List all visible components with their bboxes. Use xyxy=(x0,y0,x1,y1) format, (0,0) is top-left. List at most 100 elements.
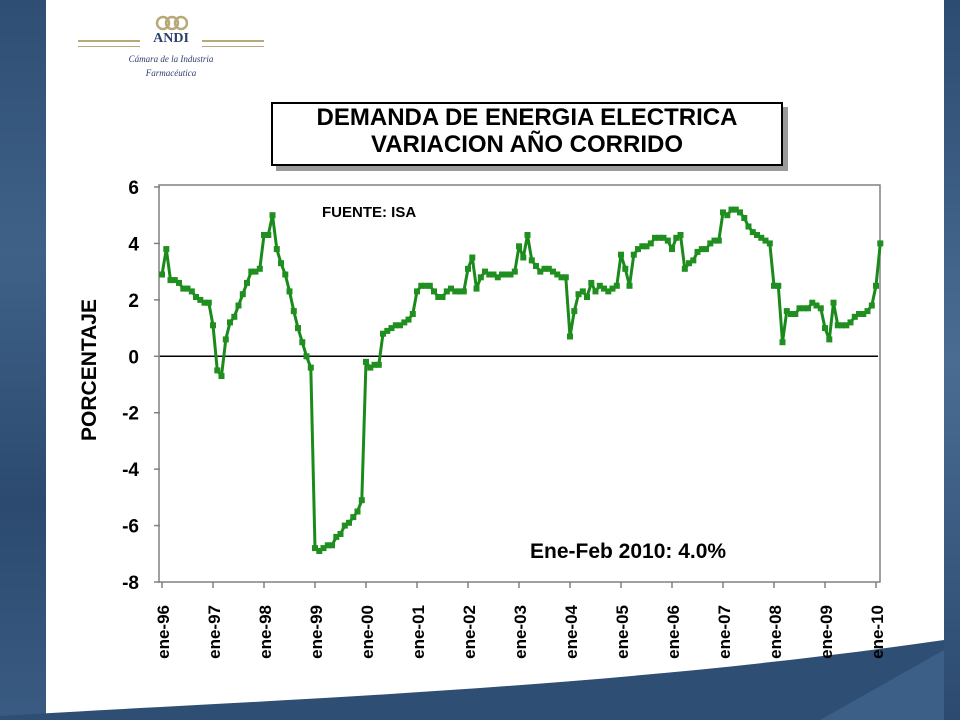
data-point-marker xyxy=(401,319,408,326)
y-tick-label: -8 xyxy=(122,573,139,594)
data-point-marker xyxy=(299,339,306,346)
data-point-marker xyxy=(452,288,459,295)
data-point-marker xyxy=(813,302,820,309)
data-point-marker xyxy=(227,319,233,326)
data-point-marker xyxy=(439,294,446,300)
data-point-marker xyxy=(278,260,284,267)
data-point-marker xyxy=(346,519,352,526)
data-point-marker xyxy=(537,268,544,275)
logo-right-rule xyxy=(202,40,264,47)
logo-subtitle-line-1: Cámara de la Industria xyxy=(128,54,214,64)
data-point-marker xyxy=(792,311,799,317)
source-annotation: FUENTE: ISA xyxy=(322,204,416,221)
data-point-marker xyxy=(626,282,633,289)
data-point-marker xyxy=(783,308,790,315)
data-point-marker xyxy=(418,282,425,289)
data-point-marker xyxy=(409,311,416,317)
data-point-marker xyxy=(703,246,709,253)
x-tick-label: ene-01 xyxy=(409,605,428,659)
data-point-marker xyxy=(312,545,318,552)
data-point-marker xyxy=(779,339,786,346)
data-point-marker xyxy=(490,271,497,278)
data-point-marker xyxy=(686,260,692,267)
data-point-marker xyxy=(269,212,276,219)
data-point-marker xyxy=(397,322,403,329)
data-point-marker xyxy=(222,336,229,343)
x-tick-label: ene-97 xyxy=(205,605,224,659)
data-point-marker xyxy=(877,240,884,247)
data-point-marker xyxy=(588,279,595,286)
data-point-marker xyxy=(456,288,463,295)
data-point-marker xyxy=(592,288,599,295)
latest-value-annotation: Ene-Feb 2010: 4.0% xyxy=(530,540,726,563)
data-point-marker xyxy=(856,311,862,317)
data-point-marker xyxy=(847,319,854,326)
data-point-marker xyxy=(605,288,612,295)
data-point-marker xyxy=(775,282,782,289)
data-point-marker xyxy=(350,514,357,521)
data-point-marker xyxy=(307,364,314,371)
data-point-marker xyxy=(622,265,629,272)
data-point-marker xyxy=(817,305,824,312)
data-point-marker xyxy=(550,268,556,275)
data-point-marker xyxy=(545,265,552,272)
data-point-marker xyxy=(711,237,718,244)
data-point-marker xyxy=(839,322,845,329)
data-point-marker xyxy=(494,274,501,281)
data-point-marker xyxy=(477,274,484,281)
y-tick-label: -2 xyxy=(122,404,139,425)
data-point-marker xyxy=(405,316,412,323)
data-point-marker xyxy=(677,232,684,238)
data-point-marker xyxy=(511,268,518,275)
data-point-marker xyxy=(324,542,331,549)
data-point-marker xyxy=(643,243,650,250)
data-point-marker xyxy=(460,288,467,295)
data-point-marker xyxy=(851,313,858,320)
data-point-marker xyxy=(188,288,195,295)
data-point-marker xyxy=(499,271,505,278)
data-point-marker xyxy=(541,265,548,272)
data-point-marker xyxy=(609,285,616,292)
y-axis: 6 4 2 0 -2 -4 -6 -8 xyxy=(122,178,160,594)
y-tick-label: 6 xyxy=(128,178,139,199)
data-point-marker xyxy=(197,296,204,303)
data-point-marker xyxy=(660,234,667,241)
data-point-marker xyxy=(469,254,476,261)
data-point-marker xyxy=(265,232,272,238)
data-point-marker xyxy=(749,229,756,236)
data-point-marker xyxy=(694,248,701,255)
data-point-marker xyxy=(303,353,310,360)
data-point-marker xyxy=(388,325,395,332)
data-point-marker xyxy=(698,246,705,253)
data-point-marker xyxy=(822,325,828,332)
x-tick-label: ene-02 xyxy=(460,605,479,659)
data-point-marker xyxy=(167,277,174,284)
data-point-marker xyxy=(248,268,255,275)
data-point-marker xyxy=(830,299,837,306)
data-point-marker xyxy=(443,288,450,295)
data-point-marker xyxy=(715,237,722,244)
data-point-marker xyxy=(290,308,297,315)
data-point-marker xyxy=(159,271,165,278)
data-point-marker xyxy=(741,215,748,221)
data-point-marker xyxy=(371,361,378,368)
y-tick-label: 4 xyxy=(128,234,139,255)
data-point-marker xyxy=(341,522,348,529)
x-tick-label: ene-96 xyxy=(154,605,173,659)
data-point-marker xyxy=(596,282,603,289)
data-point-marker xyxy=(435,294,442,300)
data-point-marker xyxy=(367,364,374,371)
data-point-marker xyxy=(524,232,531,238)
data-point-marker xyxy=(800,305,807,312)
data-point-marker xyxy=(422,282,429,289)
data-point-marker xyxy=(486,271,493,278)
logo-subtitle: Cámara de la Industria Farmacéutica xyxy=(78,52,264,80)
data-point-marker xyxy=(562,274,569,281)
data-point-marker xyxy=(231,313,238,320)
data-point-marker xyxy=(707,240,714,247)
data-point-marker xyxy=(584,294,590,300)
data-point-marker xyxy=(295,325,301,332)
data-point-marker xyxy=(652,234,658,241)
data-point-marker xyxy=(766,240,773,247)
